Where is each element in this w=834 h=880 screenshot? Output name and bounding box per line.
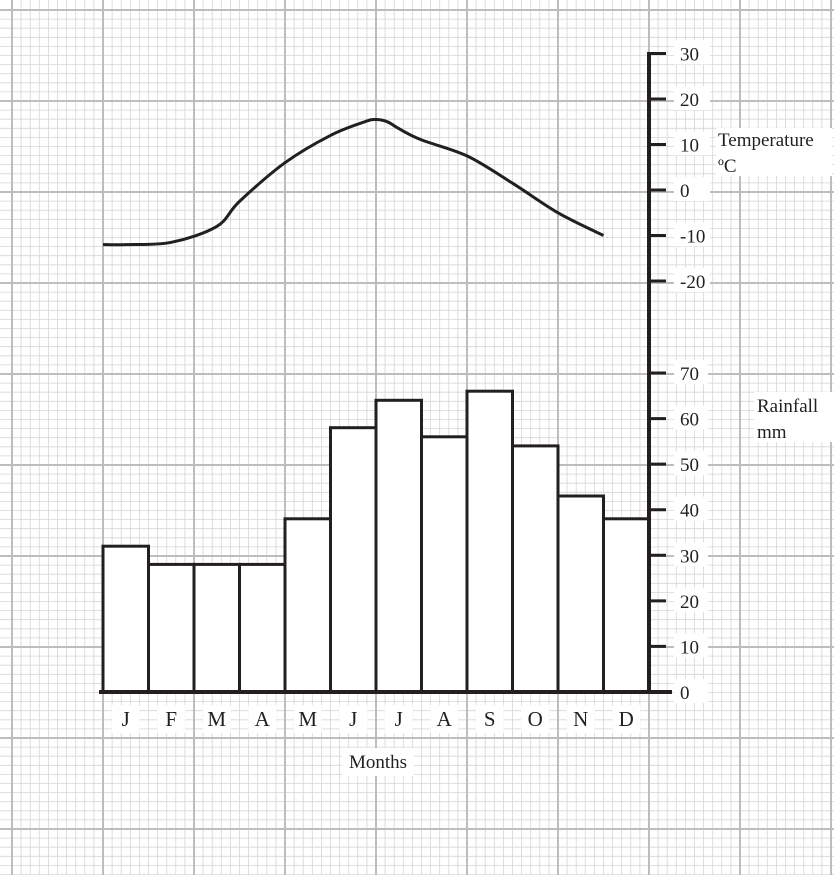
x-axis-title: Months: [349, 752, 407, 773]
rainfall-bar: [101, 544, 150, 694]
month-label: J: [122, 707, 130, 731]
temperature-axis-unit: ºC: [718, 156, 737, 177]
month-label: M: [207, 707, 226, 731]
rainfall-bar: [511, 444, 560, 694]
rainfall-axis-unit: mm: [757, 422, 787, 443]
rainfall-bar: [556, 494, 605, 694]
month-label: J: [395, 707, 403, 731]
rainfall-bar: [329, 426, 378, 694]
rainfall-tick-label: 50: [680, 455, 699, 476]
rainfall-tick-label: 30: [680, 546, 699, 567]
rainfall-axis-title: Rainfall: [757, 396, 818, 417]
rainfall-tick-label: 20: [680, 592, 699, 613]
rainfall-bar: [283, 517, 332, 694]
rainfall-bar: [192, 562, 241, 694]
labels: Temperature ºC Rainfall mm Months: [342, 128, 834, 776]
temperature-line-layer: [102, 117, 605, 247]
rainfall-bar: [465, 389, 514, 694]
rainfall-bar: [602, 517, 651, 694]
month-label: F: [165, 707, 177, 731]
month-label: M: [298, 707, 317, 731]
month-label: D: [619, 707, 634, 731]
rainfall-tick-label: 0: [680, 683, 690, 704]
temperature-line: [102, 117, 605, 247]
temperature-axis-title: Temperature: [718, 130, 814, 151]
month-label: J: [349, 707, 357, 731]
rainfall-bar: [374, 398, 423, 694]
temperature-tick-label: -10: [680, 227, 705, 248]
axes: 30 20 10 0 -10 -20 70 60 50 40 30 20 10 0 J F M A M J J A S O N D: [99, 40, 710, 733]
month-label: S: [484, 707, 496, 731]
rainfall-tick-label: 60: [680, 410, 699, 431]
month-label: A: [437, 707, 453, 731]
temperature-tick-label: 10: [680, 136, 699, 157]
rainfall-bar: [238, 562, 287, 694]
temperature-tick-label: 30: [680, 45, 699, 66]
rainfall-bar: [147, 562, 196, 694]
temperature-tick-label: 20: [680, 90, 699, 111]
month-label: O: [528, 707, 543, 731]
rainfall-tick-label: 10: [680, 637, 699, 658]
month-label: A: [255, 707, 271, 731]
month-label: N: [573, 707, 588, 731]
rainfall-tick-label: 40: [680, 501, 699, 522]
rainfall-tick-label: 70: [680, 364, 699, 385]
temperature-tick-label: -20: [680, 272, 705, 293]
rainfall-bar: [420, 435, 469, 694]
temperature-tick-label: 0: [680, 181, 690, 202]
